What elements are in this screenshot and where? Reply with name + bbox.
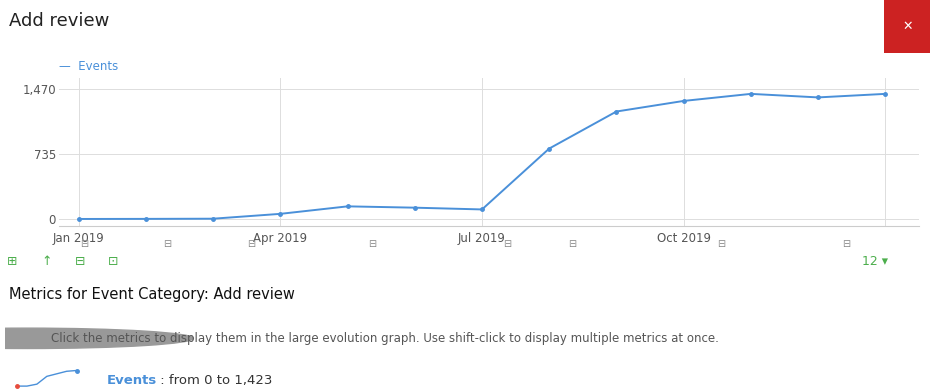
- Text: ↑: ↑: [41, 255, 52, 268]
- Text: : from 0 to 1,423: : from 0 to 1,423: [156, 374, 272, 387]
- Circle shape: [0, 328, 193, 349]
- Text: Add review: Add review: [9, 12, 110, 30]
- Text: ⊟: ⊟: [80, 239, 87, 249]
- Text: —  Events: — Events: [59, 60, 118, 73]
- Text: Events: Events: [107, 374, 157, 387]
- Text: ⊟: ⊟: [843, 239, 850, 249]
- Text: ⊟: ⊟: [717, 239, 724, 249]
- Text: ⊟: ⊟: [247, 239, 255, 249]
- Text: ⊟: ⊟: [503, 239, 511, 249]
- Text: ⊡: ⊡: [108, 255, 119, 268]
- FancyBboxPatch shape: [884, 0, 930, 53]
- Text: ⊟: ⊟: [74, 255, 86, 268]
- Text: ⊞: ⊞: [7, 255, 18, 268]
- Text: 12 ▾: 12 ▾: [862, 255, 888, 268]
- Text: ⊟: ⊟: [164, 239, 171, 249]
- Text: Metrics for Event Category: Add review: Metrics for Event Category: Add review: [9, 287, 295, 301]
- Text: ✕: ✕: [902, 20, 912, 33]
- Text: ⊟: ⊟: [368, 239, 376, 249]
- Text: ⊟: ⊟: [568, 239, 576, 249]
- Text: Click the metrics to display them in the large evolution graph. Use shift-click : Click the metrics to display them in the…: [50, 332, 719, 345]
